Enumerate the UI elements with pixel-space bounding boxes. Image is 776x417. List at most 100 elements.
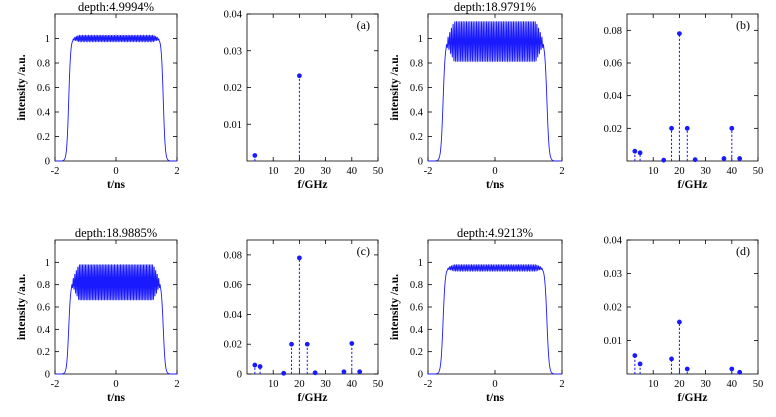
x-tick-label: 20 [294,166,305,177]
chart-title: depth:18.9791% [454,0,536,14]
y-tick-label: 0 [45,370,50,381]
stem-marker [729,125,735,131]
stem-marker [252,153,258,158]
y-tick-label: 1 [418,258,423,269]
pulse-line [428,263,562,375]
y-axis-label: intensity /a.u. [389,274,401,340]
x-axis-label: t/ns [486,392,504,404]
chart-p2: 10 20 30 40 50 0.01 0.02 0.03 0.04 f/GHz (a) [224,10,384,192]
y-tick-label: 0.02 [224,340,242,351]
y-tick-label: 0.2 [37,347,50,358]
stem-marker [297,255,302,261]
x-axis-label: t/ns [486,179,504,191]
stem-marker [669,125,674,131]
axes-frame [427,239,563,375]
chart-title: depth:4.9213% [457,226,533,240]
y-tick-label: 0.04 [224,310,243,321]
y-tick-label: 0.6 [37,303,50,314]
y-tick-label: 0.8 [410,280,423,291]
y-tick-label: 0.2 [37,132,50,143]
panel-label: (d) [736,244,750,258]
x-tick-label: 20 [674,379,685,390]
y-tick-label: 0.4 [37,325,51,336]
stem-marker [661,157,667,163]
x-tick-label: 50 [373,166,384,177]
y-tick-label: 0.4 [37,108,51,119]
x-tick-label: 0 [492,379,497,390]
stem-marker [257,364,263,369]
y-tick-label: 0.01 [604,336,622,347]
stem-marker [677,319,682,325]
x-tick-label: 0 [492,166,497,177]
x-tick-label: 0 [113,166,118,177]
y-tick-label: 0.8 [37,59,50,70]
stem-marker [341,369,347,375]
x-tick-label: 40 [727,166,738,177]
x-tick-label: 30 [700,379,711,390]
x-tick-label: 30 [700,166,711,177]
x-axis-label: t/ns [107,392,125,404]
x-tick-label: 0 [113,379,118,390]
stem-marker [684,366,690,372]
y-tick-label: 0.02 [604,303,622,314]
panel-label: (b) [736,18,750,32]
y-tick-label: 0.06 [224,280,242,291]
stem-marker [637,361,643,367]
stem-marker [721,156,727,161]
y-tick-label: 0.4 [410,325,424,336]
stem-marker [684,125,690,131]
y-tick-label: 0.4 [410,108,424,119]
y-tick-label: 1 [45,34,50,45]
pulse-line [55,34,177,162]
stem-marker [632,148,638,154]
x-tick-label: 20 [294,379,305,390]
x-tick-label: 2 [559,166,564,177]
stem-marker [637,150,643,156]
stem-marker [677,31,682,36]
axes-frame [626,239,759,375]
x-axis-label: f/GHz [297,392,327,404]
stem-marker [692,157,698,163]
y-axis-label: intensity /a.u. [16,274,28,340]
x-tick-label: -2 [51,379,60,390]
chart-title: depth:18.9885% [75,226,157,240]
pulse-line [428,21,562,162]
x-tick-label: 40 [727,379,738,390]
stem-marker [289,341,294,347]
y-tick-label: 0.6 [410,303,423,314]
y-tick-label: 0.8 [410,59,423,70]
chart-title: depth:4.9994% [78,0,154,14]
y-tick-label: 0.04 [224,10,243,21]
y-tick-label: 1 [45,258,50,269]
y-axis-label: intensity /a.u. [16,54,28,120]
x-tick-label: -2 [424,166,433,177]
y-tick-label: 0 [418,157,423,168]
stem-marker [304,341,310,347]
x-tick-label: 2 [559,379,564,390]
x-tick-label: 50 [753,379,764,390]
axes-frame [246,13,379,162]
chart-p6: 10 20 30 40 50 0 0.02 0.04 0.06 0.08 f/GHz (c) [224,239,384,404]
y-tick-label: 0.08 [224,250,242,261]
y-tick-label: 1 [418,34,423,45]
x-tick-label: 50 [753,166,764,177]
axes-frame [246,239,379,375]
stem-marker [281,370,287,376]
axes-frame [626,13,759,162]
x-tick-label: 20 [674,166,685,177]
y-axis-label: intensity /a.u. [389,54,401,120]
y-tick-label: 0.04 [604,91,623,102]
x-tick-label: -2 [51,166,60,177]
x-axis-label: t/ns [107,179,125,191]
chart-p8: 10 20 30 40 50 0.01 0.02 0.03 0.04 f/GHz (d) [604,236,764,405]
y-tick-label: 0.6 [37,83,50,94]
stem-marker [729,366,735,372]
y-tick-label: 0.06 [604,59,622,70]
x-tick-label: 10 [268,379,279,390]
x-tick-label: 50 [373,379,384,390]
